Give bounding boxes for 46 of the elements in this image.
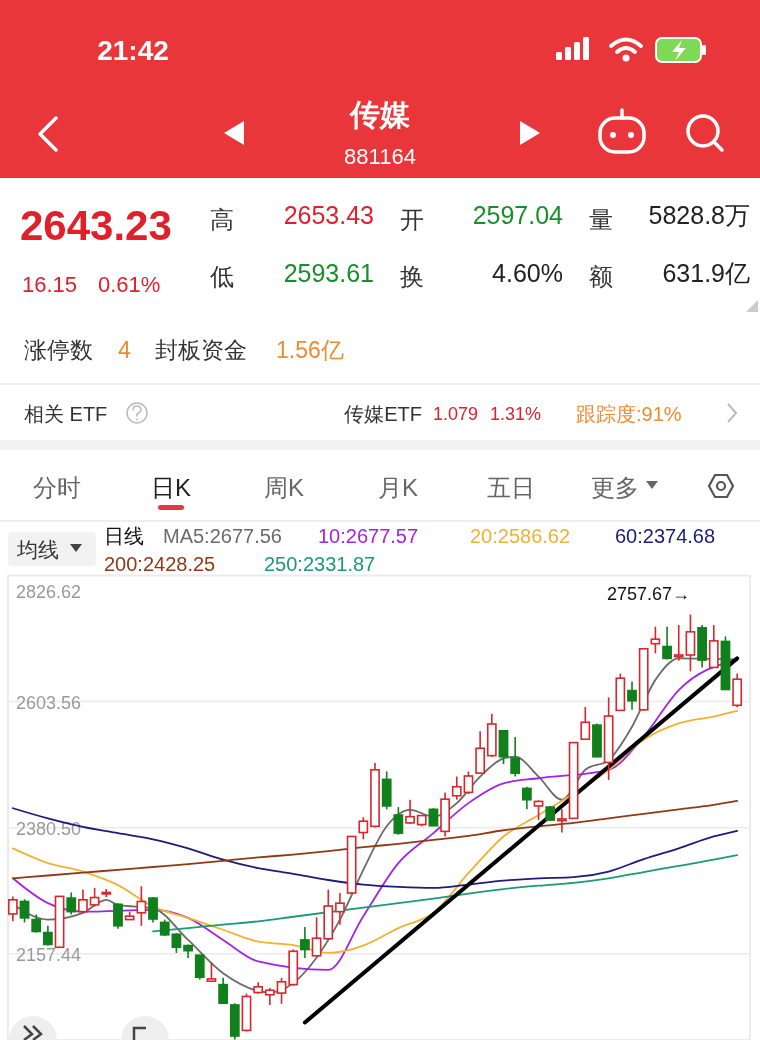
text: 2643.23 (20, 202, 172, 249)
text: 涨停数 (24, 337, 93, 363)
text: 10:2677.57 (318, 525, 419, 547)
text: 5828.8万 (648, 201, 750, 229)
text: 量 (589, 206, 613, 233)
text: 额 (589, 263, 613, 290)
text: 相关 ETF (24, 403, 108, 425)
text: 周K (263, 474, 305, 501)
y-tick-label: 2826.62 (16, 581, 82, 602)
text: 五日 (487, 474, 535, 501)
text: 高 (210, 206, 234, 233)
text: 低 (210, 263, 234, 290)
text: 250:2331.87 (264, 553, 376, 575)
text: 2597.04 (472, 201, 564, 229)
text: 1.56亿 (276, 337, 344, 363)
text: 0.61% (98, 272, 161, 297)
text: 传媒ETF (344, 403, 422, 425)
text: 4.60% (492, 259, 563, 287)
text: 21:42 (97, 35, 169, 66)
text: 分时 (33, 474, 81, 501)
text: 60:2374.68 (615, 525, 716, 547)
text: 4 (118, 337, 131, 363)
text: MA5:2677.56 (163, 525, 282, 547)
text: 均线 (16, 538, 59, 561)
chart-title: 传媒 (349, 98, 410, 131)
text: 16.15 (22, 272, 78, 297)
text: 2593.61 (283, 259, 374, 287)
chart-subtitle: 881164 (344, 144, 416, 169)
text: 换 (400, 263, 424, 290)
y-tick-label: 2157.44 (16, 944, 82, 965)
text: 20:2586.62 (470, 525, 571, 547)
annotation: 2757.67→ (606, 584, 690, 604)
text: 1.31% (490, 404, 542, 424)
y-tick-label: 2603.56 (16, 692, 82, 713)
text: 2653.43 (283, 201, 374, 229)
text: 跟踪度:91% (576, 403, 682, 425)
text: 631.9亿 (662, 259, 750, 287)
text: 200:2428.25 (104, 553, 216, 575)
text: 日K (150, 474, 192, 501)
legend-title: 日线 (104, 525, 144, 547)
text: 更多 (591, 474, 639, 501)
text: 封板资金 (155, 337, 247, 363)
text: 月K (377, 474, 419, 501)
text: 1.079 (433, 404, 479, 424)
text: 开 (400, 206, 424, 233)
y-tick-label: 2380.50 (16, 818, 82, 839)
